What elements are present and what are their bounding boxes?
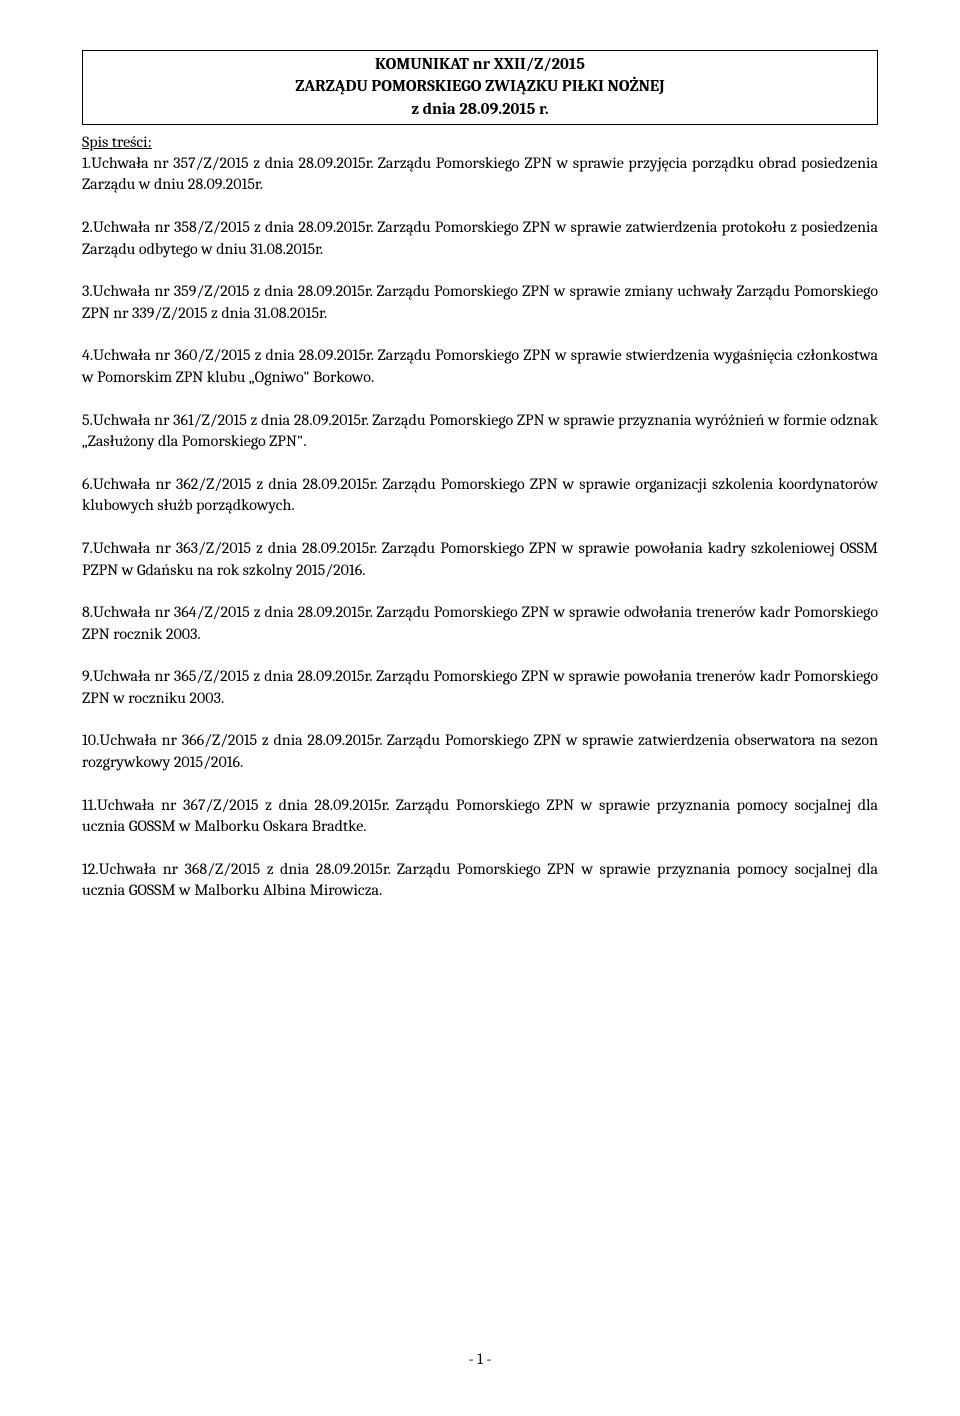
toc-item: 4.Uchwała nr 360/Z/2015 z dnia 28.09.201… <box>82 345 878 388</box>
toc-item: 2.Uchwała nr 358/Z/2015 z dnia 28.09.201… <box>82 217 878 260</box>
page-number: - 1 - <box>0 1350 960 1368</box>
toc-item: 10.Uchwała nr 366/Z/2015 z dnia 28.09.20… <box>82 730 878 773</box>
toc-item: 6.Uchwała nr 362/Z/2015 z dnia 28.09.201… <box>82 474 878 517</box>
toc-item: 7.Uchwała nr 363/Z/2015 z dnia 28.09.201… <box>82 538 878 581</box>
header-line-3: z dnia 28.09.2015 r. <box>89 99 871 121</box>
toc-item: 9.Uchwała nr 365/Z/2015 z dnia 28.09.201… <box>82 666 878 709</box>
document-page: KOMUNIKAT nr XXII/Z/2015 ZARZĄDU POMORSK… <box>0 0 960 902</box>
toc-item: 5.Uchwała nr 361/Z/2015 z dnia 28.09.201… <box>82 410 878 453</box>
header-line-1: KOMUNIKAT nr XXII/Z/2015 <box>89 54 871 76</box>
toc-item: 3.Uchwała nr 359/Z/2015 z dnia 28.09.201… <box>82 281 878 324</box>
toc-item: 1.Uchwała nr 357/Z/2015 z dnia 28.09.201… <box>82 153 878 196</box>
header-box: KOMUNIKAT nr XXII/Z/2015 ZARZĄDU POMORSK… <box>82 50 878 125</box>
toc-item: 8.Uchwała nr 364/Z/2015 z dnia 28.09.201… <box>82 602 878 645</box>
toc-item: 12.Uchwała nr 368/Z/2015 z dnia 28.09.20… <box>82 859 878 902</box>
toc-item: 11.Uchwała nr 367/Z/2015 z dnia 28.09.20… <box>82 795 878 838</box>
header-line-2: ZARZĄDU POMORSKIEGO ZWIĄZKU PIŁKI NOŻNEJ <box>89 76 871 98</box>
toc-title: Spis treści: <box>82 133 878 151</box>
